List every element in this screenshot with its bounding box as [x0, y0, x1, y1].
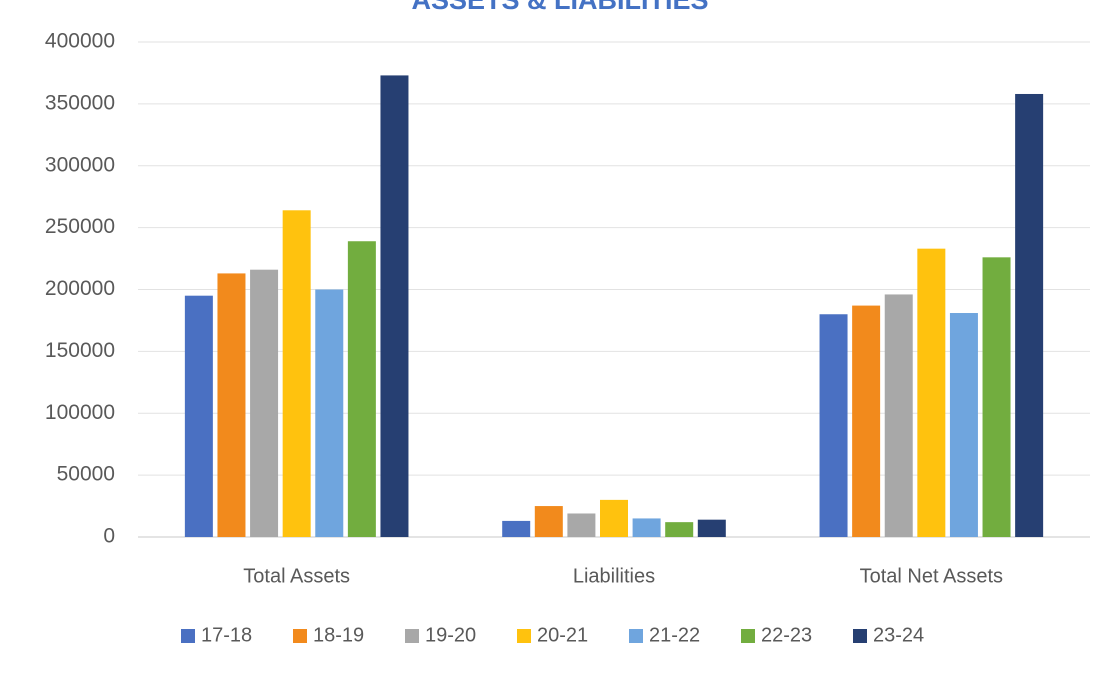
y-tick-label: 250000 — [45, 215, 115, 238]
y-tick-label: 400000 — [45, 30, 115, 53]
legend-label: 17-18 — [201, 624, 252, 646]
bar — [917, 248, 946, 537]
x-tick-label: Total Net Assets — [860, 565, 1003, 587]
x-tick-label: Liabilities — [573, 565, 655, 587]
legend-swatch — [741, 629, 755, 643]
bar — [949, 313, 978, 537]
legend-label: 22-23 — [761, 624, 812, 646]
y-tick-label: 100000 — [45, 401, 115, 424]
legend-label: 19-20 — [425, 624, 476, 646]
legend-label: 23-24 — [873, 624, 924, 646]
bar — [852, 305, 881, 537]
y-tick-label: 350000 — [45, 91, 115, 114]
bar — [347, 241, 376, 538]
bar — [380, 75, 409, 537]
bar — [567, 513, 596, 537]
y-tick-label: 150000 — [45, 339, 115, 362]
legend-label: 18-19 — [313, 624, 364, 646]
bar — [819, 314, 848, 537]
legend-label: 20-21 — [537, 624, 588, 646]
legend-swatch — [853, 629, 867, 643]
bar — [1015, 93, 1044, 537]
bar — [315, 289, 344, 537]
bar — [884, 294, 913, 537]
legend-swatch — [293, 629, 307, 643]
bar — [632, 518, 661, 537]
legend-swatch — [629, 629, 643, 643]
legend-swatch — [181, 629, 195, 643]
y-tick-label: 50000 — [57, 463, 115, 486]
x-tick-label: Total Assets — [243, 565, 350, 587]
bar — [534, 506, 563, 537]
legend-swatch — [405, 629, 419, 643]
bar — [502, 520, 531, 537]
bar — [665, 522, 694, 537]
chart-title: ASSETS & LIABILITIES — [411, 0, 708, 15]
bar — [184, 295, 213, 537]
bar — [250, 269, 279, 537]
bar — [982, 257, 1011, 537]
legend-swatch — [517, 629, 531, 643]
bar — [600, 499, 628, 537]
y-tick-label: 0 — [103, 525, 115, 548]
legend-label: 21-22 — [649, 624, 700, 646]
y-tick-label: 300000 — [45, 153, 115, 176]
bar — [282, 210, 311, 538]
bar — [697, 519, 726, 537]
bar — [217, 273, 246, 537]
y-tick-label: 200000 — [45, 277, 115, 300]
